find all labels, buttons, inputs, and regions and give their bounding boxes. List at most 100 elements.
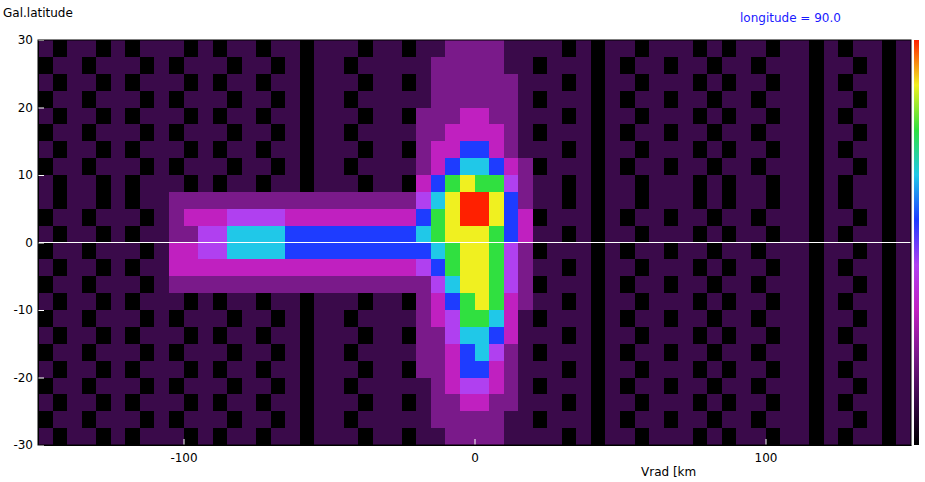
cell bbox=[896, 57, 911, 74]
cell bbox=[766, 141, 781, 158]
cell bbox=[169, 124, 184, 141]
cell bbox=[896, 141, 911, 158]
cell bbox=[780, 209, 795, 226]
cell bbox=[853, 57, 868, 74]
cell bbox=[824, 243, 839, 260]
cell bbox=[344, 74, 359, 91]
cell bbox=[605, 276, 620, 293]
cell bbox=[678, 411, 693, 428]
cell bbox=[460, 192, 475, 209]
cell bbox=[605, 209, 620, 226]
cell bbox=[67, 57, 82, 74]
cell bbox=[896, 327, 911, 344]
cell bbox=[184, 74, 199, 91]
cell bbox=[518, 91, 533, 108]
cell bbox=[271, 141, 286, 158]
cell bbox=[882, 141, 897, 158]
cell bbox=[518, 74, 533, 91]
cell bbox=[314, 344, 329, 361]
cell bbox=[620, 411, 635, 428]
x-tick: 0 bbox=[471, 439, 479, 465]
cell bbox=[256, 158, 271, 175]
cell bbox=[693, 192, 708, 209]
cell bbox=[664, 259, 679, 276]
cell bbox=[780, 141, 795, 158]
cell bbox=[780, 175, 795, 192]
cell bbox=[722, 141, 737, 158]
cell bbox=[882, 243, 897, 260]
cell bbox=[154, 293, 169, 310]
cell bbox=[431, 175, 446, 192]
cell bbox=[271, 40, 286, 57]
cell bbox=[504, 394, 519, 411]
cell bbox=[475, 243, 490, 260]
cell bbox=[358, 327, 373, 344]
cell bbox=[780, 259, 795, 276]
cell bbox=[736, 259, 751, 276]
cell bbox=[780, 293, 795, 310]
cell bbox=[809, 276, 824, 293]
cell bbox=[154, 108, 169, 125]
cell bbox=[547, 378, 562, 395]
cell bbox=[169, 276, 184, 293]
cell bbox=[140, 141, 155, 158]
cell bbox=[693, 293, 708, 310]
cell bbox=[314, 428, 329, 445]
cell bbox=[154, 74, 169, 91]
cell bbox=[198, 192, 213, 209]
cell bbox=[736, 57, 751, 74]
cell bbox=[751, 158, 766, 175]
cell bbox=[53, 124, 68, 141]
cell bbox=[169, 74, 184, 91]
cell bbox=[329, 175, 344, 192]
cell bbox=[300, 209, 315, 226]
cell bbox=[416, 175, 431, 192]
cell bbox=[96, 91, 111, 108]
cell bbox=[125, 361, 140, 378]
cell bbox=[795, 259, 810, 276]
cell bbox=[300, 428, 315, 445]
cell bbox=[67, 344, 82, 361]
cell bbox=[314, 141, 329, 158]
cell bbox=[344, 91, 359, 108]
cell bbox=[213, 243, 228, 260]
cell bbox=[460, 276, 475, 293]
cell bbox=[576, 394, 591, 411]
cell bbox=[707, 344, 722, 361]
x-tick-mark bbox=[184, 439, 185, 445]
cell bbox=[795, 226, 810, 243]
cell bbox=[285, 91, 300, 108]
cell bbox=[154, 411, 169, 428]
y-tick-mark bbox=[38, 175, 44, 176]
cell bbox=[576, 175, 591, 192]
cell bbox=[314, 327, 329, 344]
cell bbox=[780, 276, 795, 293]
cell bbox=[707, 192, 722, 209]
cell bbox=[198, 57, 213, 74]
cell bbox=[722, 124, 737, 141]
cell bbox=[562, 158, 577, 175]
cell bbox=[533, 259, 548, 276]
cell bbox=[96, 361, 111, 378]
x-tick-label: -100 bbox=[170, 451, 197, 465]
cell bbox=[809, 141, 824, 158]
cell bbox=[300, 74, 315, 91]
cell bbox=[867, 91, 882, 108]
cell bbox=[169, 175, 184, 192]
cell bbox=[53, 310, 68, 327]
cell bbox=[198, 411, 213, 428]
cell bbox=[373, 192, 388, 209]
cell bbox=[693, 327, 708, 344]
cell bbox=[693, 226, 708, 243]
cell bbox=[707, 310, 722, 327]
cell bbox=[809, 428, 824, 445]
cell bbox=[533, 209, 548, 226]
cell bbox=[445, 226, 460, 243]
cell bbox=[766, 192, 781, 209]
cell bbox=[605, 226, 620, 243]
cell bbox=[242, 192, 257, 209]
cell bbox=[184, 344, 199, 361]
cell bbox=[184, 57, 199, 74]
cell bbox=[504, 226, 519, 243]
cell bbox=[67, 310, 82, 327]
